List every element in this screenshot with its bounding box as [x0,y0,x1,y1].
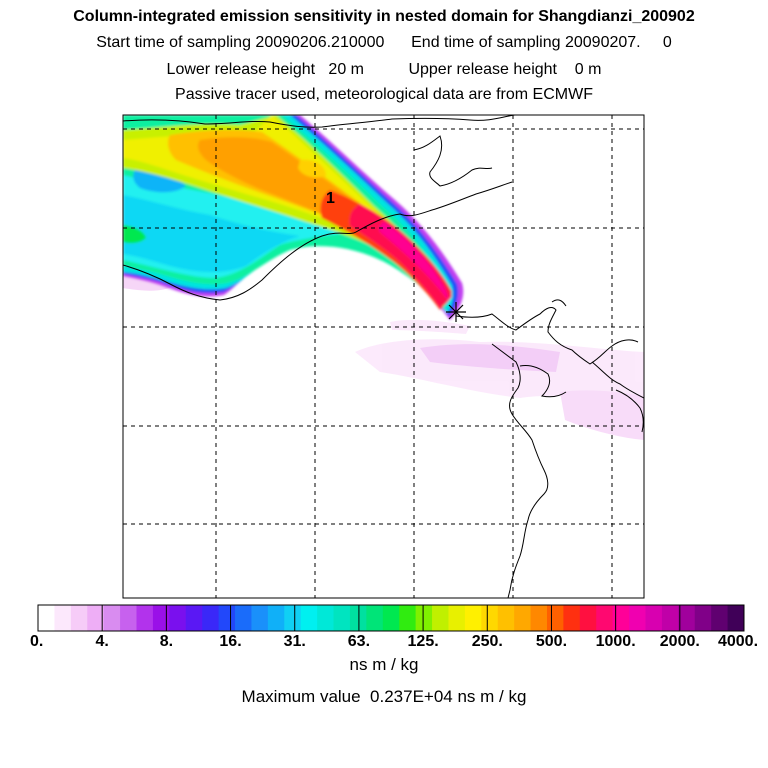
colorbar-tick-label: 125. [408,633,439,650]
colorbar-swatch [38,605,55,631]
coastlines [123,115,644,598]
colorbar-tick-label: 1000. [596,633,636,650]
colorbar-tick-label: 63. [348,633,370,650]
sampling-time-line: Start time of sampling 20090206.210000 E… [96,34,672,51]
colorbar-tick-label: 4000. [718,633,758,650]
chart-title: Column-integrated emission sensitivity i… [73,8,695,25]
colorbar-swatch [152,605,170,631]
colorbar-swatch [366,605,384,631]
colorbar-swatch [251,605,269,631]
colorbar-swatch [54,605,72,631]
colorbar-swatch [382,605,400,631]
colorbar-tick-label: 4. [96,633,109,650]
sensitivity-field [123,115,644,440]
colorbar-swatch [235,605,252,631]
colorbar-swatch [596,605,614,631]
colorbar-swatches [38,605,745,631]
colorbar-swatch [103,605,121,631]
colorbar-swatch [218,605,236,631]
colorbar-tick-label: 0. [30,633,43,650]
colorbar-tick-label: 16. [219,633,241,650]
colorbar-swatch [678,605,696,631]
colorbar-tick-label: 8. [160,633,173,650]
colorbar-swatch [546,605,564,631]
colorbar-swatch [464,605,482,631]
tracer-info-line: Passive tracer used, meteorological data… [175,86,593,103]
map-frame [122,114,645,599]
colorbar-swatch [481,605,499,631]
release-label: 1 [326,190,335,207]
colorbar-swatch [70,605,88,631]
colorbar-tick-label: 2000. [660,633,700,650]
colorbar-swatch [727,605,745,631]
colorbar-swatch [629,605,646,631]
colorbar-swatch [661,605,679,631]
colorbar-swatch [317,605,335,631]
colorbar-swatch [120,605,138,631]
colorbar-frame [37,604,745,632]
maximum-value: Maximum value 0.237E+04 ns m / kg [241,687,527,706]
colorbar-swatch [612,605,630,631]
colorbar-swatch [185,605,203,631]
colorbar-swatch [694,605,712,631]
colorbar-tick-label: 31. [284,633,306,650]
plume [123,115,464,320]
colorbar-unit: ns m / kg [349,655,419,674]
lat-lon-grid [123,115,644,598]
colorbar-swatch [448,605,466,631]
colorbar-swatch [497,605,515,631]
colorbar-swatch [514,605,532,631]
colorbar-swatch [415,605,433,631]
colorbar-swatch [711,605,729,631]
colorbar-swatch [399,605,417,631]
colorbar-swatch [563,605,581,631]
release-height-line: Lower release height 20 m Upper release … [166,61,602,78]
colorbar-swatch [579,605,597,631]
colorbar-tick-label: 500. [536,633,567,650]
asterisk-icon [446,302,466,322]
colorbar-swatch [530,605,548,631]
colorbar-swatch [432,605,449,631]
colorbar-swatch [87,605,105,631]
colorbar-swatch [333,605,351,631]
colorbar-tick-label: 250. [472,633,503,650]
colorbar-swatch [284,605,302,631]
colorbar-swatch [136,605,154,631]
colorbar-tick-labels: 0. 4. 8. 16. 31. 63. 125. 250. 500. 1000. 2000. 400… [30,605,758,650]
colorbar-swatch [645,605,663,631]
colorbar-swatch [202,605,220,631]
colorbar-swatch [267,605,285,631]
colorbar-swatch [300,605,318,631]
colorbar-swatch [169,605,187,631]
